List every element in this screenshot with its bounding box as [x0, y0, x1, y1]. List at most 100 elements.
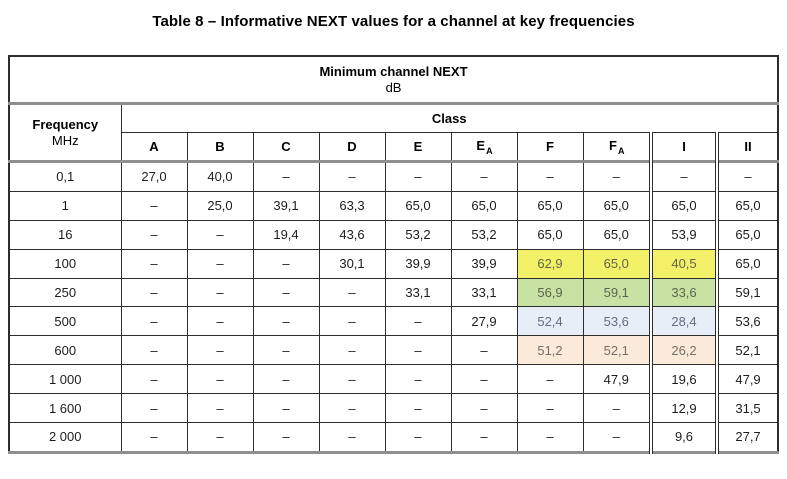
table-row: 100– – –30,1 39,9 39,9 62,9 65,0 40,5 65,0 — [8, 248, 779, 279]
value-cell-ii: – — [714, 161, 779, 192]
column-header-i: I — [649, 132, 718, 163]
value-cell-a: – — [120, 335, 188, 366]
value-cell-a: – — [120, 277, 188, 308]
value-cell-ea: – — [450, 393, 518, 424]
table-row: 1–25,0 39,1 63,3 65,0 65,0 65,0 65,0 65,0 65,0 — [8, 190, 779, 221]
value-cell-ea: – — [450, 335, 518, 366]
value-cell-f: – — [516, 364, 584, 395]
value-cell-b: – — [186, 277, 254, 308]
value-cell-a: – — [120, 190, 188, 221]
value-cell-fa: – — [582, 161, 652, 192]
column-header-a: A — [120, 132, 188, 163]
table-row: 250– – – –33,1 33,1 56,9 59,1 33,6 59,1 — [8, 277, 779, 308]
table-title: Table 8 – Informative NEXT values for a … — [152, 13, 635, 30]
frequency-cell: 1 — [8, 190, 122, 221]
column-header-f: F — [516, 132, 584, 163]
value-cell-b: – — [186, 219, 254, 250]
value-cell-d: – — [318, 161, 386, 192]
value-cell-d: – — [318, 422, 386, 453]
column-header-fa: FA — [582, 132, 652, 163]
value-cell-c: – — [252, 335, 320, 366]
value-cell-e: – — [384, 364, 452, 395]
value-cell-e: – — [384, 306, 452, 337]
frequency-cell: 1 000 — [8, 364, 122, 395]
value-cell-ii: 27,7 — [714, 422, 779, 453]
table-row: 2 000– – – – – – – –9,6 27,7 — [8, 422, 779, 453]
column-header-ea: EA — [450, 132, 518, 163]
table-row: 1 000– – – – – – –47,9 19,6 47,9 — [8, 364, 779, 395]
value-cell-a: – — [120, 248, 188, 279]
value-cell-b: – — [186, 335, 254, 366]
value-cell-d: – — [318, 306, 386, 337]
value-cell-b: – — [186, 422, 254, 453]
frequency-unit-label: MHz — [51, 133, 79, 148]
value-cell-fa: 53,6 — [582, 306, 652, 337]
column-header-d: D — [318, 132, 386, 163]
value-cell-fa: – — [582, 393, 652, 424]
table-row: 0,1 27,0 40,0– – – – – – – – — [8, 161, 779, 192]
value-cell-a: 27,0 — [120, 161, 188, 192]
value-cell-a: – — [120, 422, 188, 453]
header-title-line: Minimum channel NEXT — [319, 64, 468, 79]
value-cell-e: – — [384, 393, 452, 424]
value-cell-fa: 47,9 — [582, 364, 652, 395]
frequency-cell: 0,1 — [8, 161, 122, 192]
value-cell-d: – — [318, 277, 386, 308]
value-cell-ea: 33,1 — [450, 277, 518, 308]
value-cell-i: – — [649, 161, 718, 192]
value-cell-ea: – — [450, 161, 518, 192]
value-cell-i: 65,0 — [649, 190, 718, 221]
value-cell-d: 43,6 — [318, 219, 386, 250]
column-header-b: B — [186, 132, 254, 163]
value-cell-fa: 59,1 — [582, 277, 652, 308]
value-cell-d: – — [318, 393, 386, 424]
column-header-ii: II — [714, 132, 779, 163]
frequency-cell: 500 — [8, 306, 122, 337]
value-cell-a: – — [120, 306, 188, 337]
value-cell-e: 39,9 — [384, 248, 452, 279]
value-cell-ii: 52,1 — [714, 335, 779, 366]
value-cell-d: 30,1 — [318, 248, 386, 279]
value-cell-b: 40,0 — [186, 161, 254, 192]
value-cell-ii: 65,0 — [714, 219, 779, 250]
value-cell-fa: 65,0 — [582, 219, 652, 250]
table-row: 500– – – – –27,9 52,4 53,6 28,4 53,6 — [8, 306, 779, 337]
table-header-top-row: Minimum channel NEXT dB — [8, 55, 779, 105]
value-cell-d: – — [318, 335, 386, 366]
value-cell-a: – — [120, 364, 188, 395]
value-cell-c: 19,4 — [252, 219, 320, 250]
value-cell-ii: 31,5 — [714, 393, 779, 424]
frequency-column-header: Frequency MHz — [8, 103, 122, 163]
value-cell-a: – — [120, 219, 188, 250]
value-cell-ii: 47,9 — [714, 364, 779, 395]
value-cell-f: – — [516, 422, 584, 453]
value-cell-ii: 65,0 — [714, 248, 779, 279]
frequency-cell: 16 — [8, 219, 122, 250]
value-cell-ea: 27,9 — [450, 306, 518, 337]
value-cell-ii: 53,6 — [714, 306, 779, 337]
frequency-cell: 100 — [8, 248, 122, 279]
value-cell-f: 56,9 — [516, 277, 584, 308]
value-cell-c: – — [252, 161, 320, 192]
value-cell-b: – — [186, 306, 254, 337]
table-row: 1 600– – – – – – – –12,9 31,5 — [8, 393, 779, 424]
value-cell-i: 40,5 — [649, 248, 718, 279]
value-cell-e: 53,2 — [384, 219, 452, 250]
value-cell-i: 53,9 — [649, 219, 718, 250]
value-cell-c: – — [252, 248, 320, 279]
value-cell-c: – — [252, 393, 320, 424]
value-cell-ea: – — [450, 422, 518, 453]
value-cell-d: – — [318, 364, 386, 395]
column-header-e: E — [384, 132, 452, 163]
next-values-table: Minimum channel NEXT dB Frequency MHz Cl… — [8, 55, 780, 454]
value-cell-b: 25,0 — [186, 190, 254, 221]
value-cell-i: 19,6 — [649, 364, 718, 395]
value-cell-ea: 39,9 — [450, 248, 518, 279]
value-cell-c: – — [252, 306, 320, 337]
frequency-cell: 250 — [8, 277, 122, 308]
frequency-cell: 1 600 — [8, 393, 122, 424]
frequency-cell: 600 — [8, 335, 122, 366]
value-cell-f: 65,0 — [516, 219, 584, 250]
value-cell-i: 28,4 — [649, 306, 718, 337]
value-cell-ea: 65,0 — [450, 190, 518, 221]
